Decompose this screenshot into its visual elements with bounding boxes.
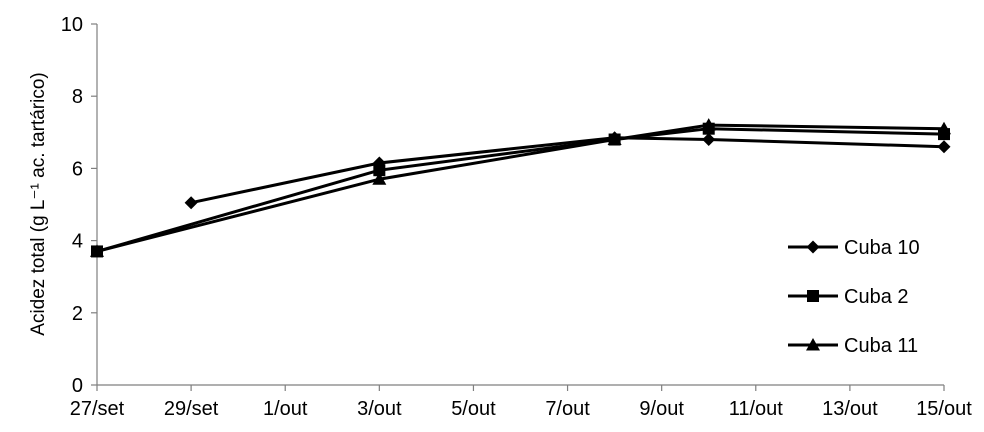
y-tick-label: 2 bbox=[72, 303, 83, 325]
x-tick-label: 9/out bbox=[639, 398, 684, 420]
triangle-marker bbox=[90, 244, 104, 257]
triangle-marker bbox=[372, 172, 387, 185]
y-axis-title: Acidez total (g L⁻¹ ac. tartárico) bbox=[28, 72, 49, 335]
legend-label: Cuba 11 bbox=[844, 335, 918, 357]
legend-label: Cuba 2 bbox=[844, 286, 909, 308]
diamond-marker bbox=[702, 133, 716, 147]
legend: Cuba 10 Cuba 2 Cuba 11 bbox=[788, 237, 920, 357]
y-tick-label: 0 bbox=[72, 375, 83, 397]
axes: 0 2 4 6 8 10 27/set 29/set 1/out 3/out 5/out 7/out 9… bbox=[61, 14, 972, 420]
x-tick-label: 29/set bbox=[164, 398, 219, 420]
x-tick-label: 3/out bbox=[357, 398, 402, 420]
y-tick-label: 10 bbox=[61, 14, 83, 36]
x-tick-label: 7/out bbox=[545, 398, 590, 420]
series-lines bbox=[96, 123, 945, 253]
x-tick-label: 15/out bbox=[916, 398, 972, 420]
legend-diamond-marker bbox=[806, 240, 820, 254]
triangle-marker bbox=[607, 132, 622, 146]
y-tick-label: 8 bbox=[72, 86, 83, 108]
y-tick-label: 6 bbox=[72, 158, 83, 180]
triangle-marker bbox=[701, 118, 716, 131]
x-tick-label: 5/out bbox=[451, 398, 496, 420]
x-tick-label: 13/out bbox=[822, 398, 878, 420]
diamond-marker bbox=[937, 140, 951, 154]
y-tick-label: 4 bbox=[72, 231, 83, 253]
legend-triangle-marker bbox=[806, 338, 820, 351]
diamond-marker bbox=[184, 196, 198, 210]
legend-square-marker bbox=[807, 290, 819, 302]
x-tick-label: 1/out bbox=[263, 398, 308, 420]
x-tick-label: 11/out bbox=[729, 398, 784, 420]
x-tick-label: 27/set bbox=[70, 398, 125, 420]
legend-label: Cuba 10 bbox=[844, 237, 920, 259]
triangle-marker bbox=[937, 121, 951, 135]
data-markers bbox=[90, 118, 951, 258]
square-marker bbox=[373, 164, 386, 177]
